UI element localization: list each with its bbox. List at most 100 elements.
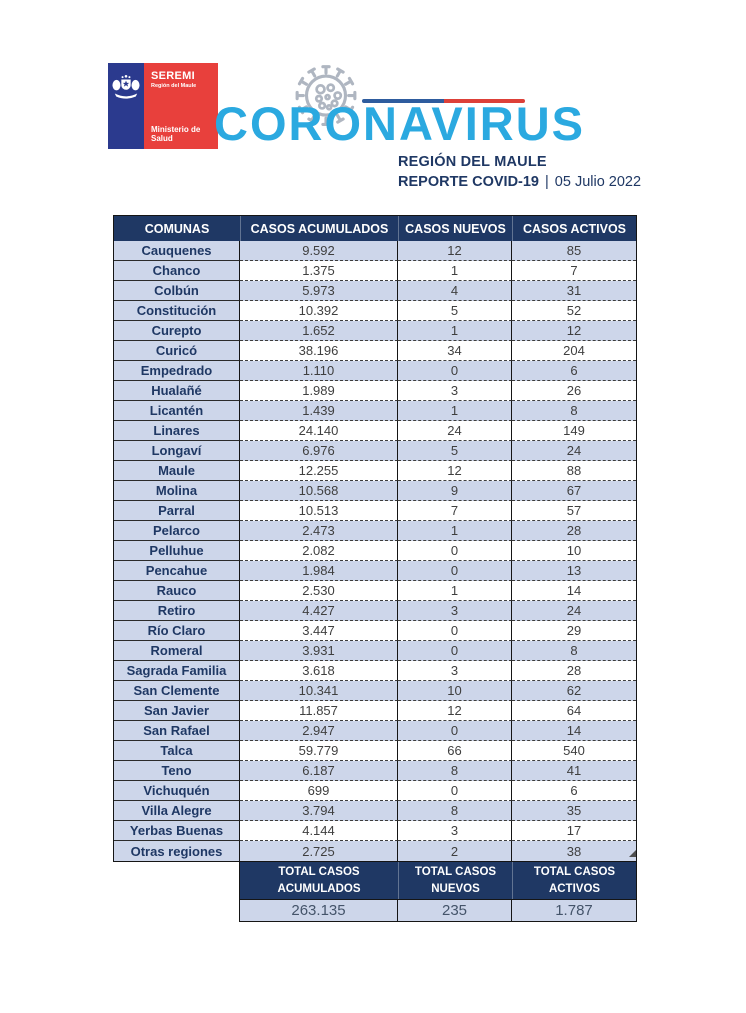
value-cell: 10.513 <box>240 501 398 521</box>
comuna-cell: Parral <box>114 501 240 521</box>
comuna-cell: Linares <box>114 421 240 441</box>
comuna-cell: Cauquenes <box>114 241 240 261</box>
flag-line <box>362 99 525 103</box>
value-cell: 1 <box>398 581 512 601</box>
table-row: Curicó 38.196 34 204 <box>114 341 636 361</box>
table-row: Licantén 1.439 1 8 <box>114 401 636 421</box>
value-cell: 24 <box>512 601 636 621</box>
value-cell: 4.427 <box>240 601 398 621</box>
table-row: Longaví 6.976 5 24 <box>114 441 636 461</box>
value-cell: 10 <box>512 541 636 561</box>
table-row: Retiro 4.427 3 24 <box>114 601 636 621</box>
value-cell: 17 <box>512 821 636 841</box>
value-cell: 3 <box>398 601 512 621</box>
value-cell: 26 <box>512 381 636 401</box>
table-row: Parral 10.513 7 57 <box>114 501 636 521</box>
value-cell: 149 <box>512 421 636 441</box>
value-cell: 2.530 <box>240 581 398 601</box>
comuna-cell: San Javier <box>114 701 240 721</box>
comuna-cell: Vichuquén <box>114 781 240 801</box>
value-cell: 5 <box>398 301 512 321</box>
value-cell: 64 <box>512 701 636 721</box>
value-cell: 52 <box>512 301 636 321</box>
value-cell: 1.110 <box>240 361 398 381</box>
value-cell: 10.568 <box>240 481 398 501</box>
value-cell: 1.984 <box>240 561 398 581</box>
value-cell: 12 <box>512 321 636 341</box>
column-header-acumulados: CASOS ACUMULADOS <box>240 216 398 241</box>
report-subtitle: REGIÓN DEL MAULE REPORTE COVID-19 | 05 Jul… <box>398 154 641 190</box>
report-separator: | <box>545 174 549 190</box>
value-cell: 24 <box>398 421 512 441</box>
value-cell: 0 <box>398 621 512 641</box>
value-cell: 7 <box>512 261 636 281</box>
value-cell: 10 <box>398 681 512 701</box>
value-cell: 3.618 <box>240 661 398 681</box>
value-cell: 3 <box>398 661 512 681</box>
value-cell: 3 <box>398 381 512 401</box>
value-cell: 59.779 <box>240 741 398 761</box>
comuna-cell: Curepto <box>114 321 240 341</box>
value-cell: 14 <box>512 581 636 601</box>
table-row: Pelarco 2.473 1 28 <box>114 521 636 541</box>
value-cell: 29 <box>512 621 636 641</box>
virus-icon <box>295 65 357 126</box>
logo-blue-strip <box>108 63 144 149</box>
comuna-cell: Rauco <box>114 581 240 601</box>
comuna-cell: Molina <box>114 481 240 501</box>
table-row: Río Claro 3.447 0 29 <box>114 621 636 641</box>
seremi-logo: SEREMI Región del Maule Ministerio de Sa… <box>108 63 218 149</box>
page-title: CORONAVIRUS <box>214 97 586 150</box>
value-cell: 2.725 <box>240 841 398 861</box>
comuna-cell: Villa Alegre <box>114 801 240 821</box>
comuna-cell: Constitución <box>114 301 240 321</box>
value-cell: 9 <box>398 481 512 501</box>
value-cell: 1 <box>398 521 512 541</box>
table-row: San Clemente 10.341 10 62 <box>114 681 636 701</box>
comuna-cell: Chanco <box>114 261 240 281</box>
comuna-cell: Río Claro <box>114 621 240 641</box>
table-body: Cauquenes 9.592 12 85 Chanco 1.375 1 7 Colbún 5.9… <box>114 241 636 861</box>
table-row: Pelluhue 2.082 0 10 <box>114 541 636 561</box>
logo-ministry-line2: Salud <box>151 134 173 144</box>
table-row: Villa Alegre 3.794 8 35 <box>114 801 636 821</box>
totals-header-cell: TOTAL CASOS NUEVOS <box>398 862 512 899</box>
table-row: Linares 24.140 24 149 <box>114 421 636 441</box>
table-row: San Javier 11.857 12 64 <box>114 701 636 721</box>
value-cell: 66 <box>398 741 512 761</box>
logo-seremi-text: SEREMI <box>151 70 195 82</box>
comuna-cell: Hualañé <box>114 381 240 401</box>
value-cell: 8 <box>512 401 636 421</box>
comuna-cell: Retiro <box>114 601 240 621</box>
value-cell: 1 <box>398 261 512 281</box>
comuna-cell: San Rafael <box>114 721 240 741</box>
comuna-cell: Longaví <box>114 441 240 461</box>
value-cell: 5.973 <box>240 281 398 301</box>
comuna-cell: Curicó <box>114 341 240 361</box>
value-cell: 13 <box>512 561 636 581</box>
value-cell: 1.439 <box>240 401 398 421</box>
value-cell: 6.976 <box>240 441 398 461</box>
table-row: Empedrado 1.110 0 6 <box>114 361 636 381</box>
flag-line-blue <box>362 99 444 103</box>
value-cell: 38 <box>512 841 636 861</box>
value-cell: 1.989 <box>240 381 398 401</box>
comuna-cell: Maule <box>114 461 240 481</box>
table-row: Rauco 2.530 1 14 <box>114 581 636 601</box>
value-cell: 85 <box>512 241 636 261</box>
comuna-cell: Sagrada Familia <box>114 661 240 681</box>
value-cell: 540 <box>512 741 636 761</box>
value-cell: 3 <box>398 821 512 841</box>
comuna-cell: Talca <box>114 741 240 761</box>
value-cell: 12 <box>398 701 512 721</box>
value-cell: 0 <box>398 361 512 381</box>
column-header-activos: CASOS ACTIVOS <box>512 216 636 241</box>
table-footer: TOTAL CASOS ACUMULADOS TOTAL CASOS NUEVOS TO… <box>239 862 637 922</box>
value-cell: 57 <box>512 501 636 521</box>
table-row: Chanco 1.375 1 7 <box>114 261 636 281</box>
comuna-cell: Pencahue <box>114 561 240 581</box>
logo-red-panel: SEREMI Región del Maule Ministerio de Sa… <box>144 63 218 149</box>
table-row: Vichuquén 699 0 6 <box>114 781 636 801</box>
value-cell: 9.592 <box>240 241 398 261</box>
